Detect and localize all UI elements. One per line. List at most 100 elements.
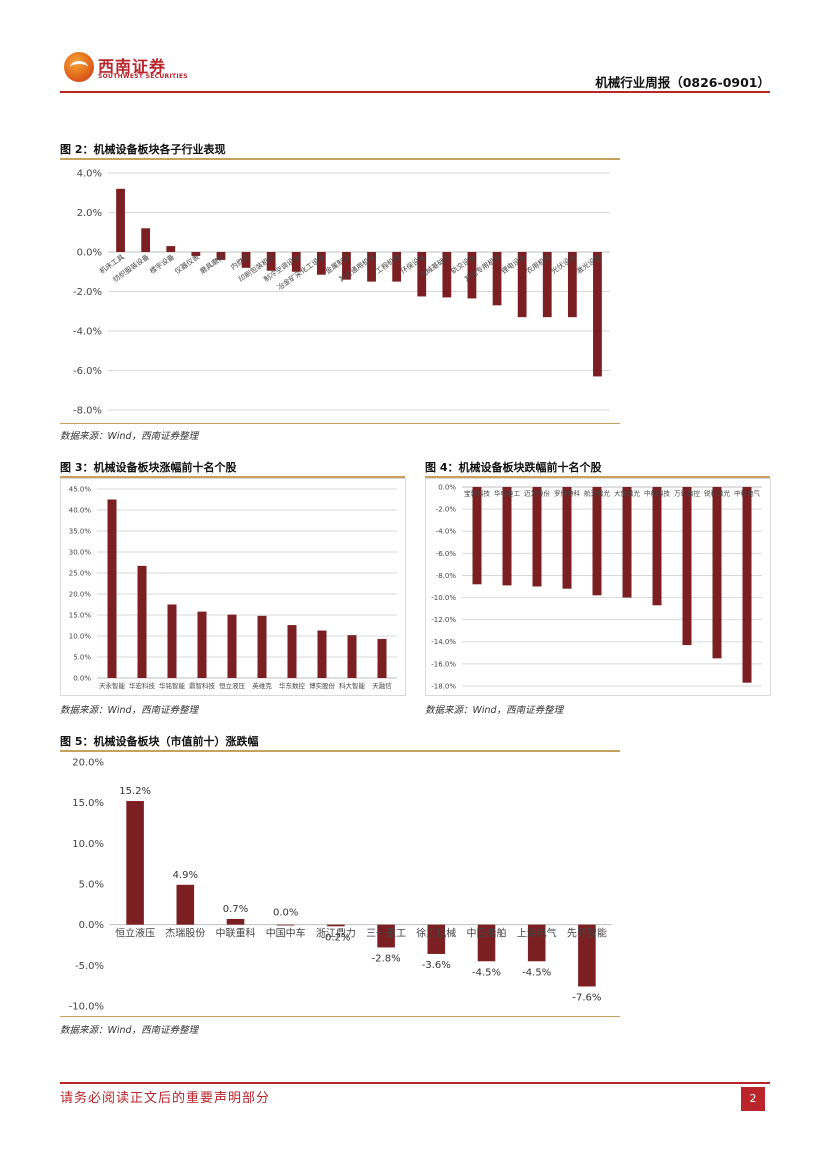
fig3-bar — [257, 615, 267, 678]
fig4-bar — [562, 487, 572, 589]
fig4-ytick-label: -8.0% — [436, 572, 457, 580]
fig2-ytick-label: -6.0% — [73, 366, 102, 377]
fig2-bar — [291, 252, 301, 272]
fig3-category-label: 鼎智科技 — [189, 681, 216, 690]
fig5-ytick-label: -10.0% — [69, 1002, 104, 1013]
fig5-category-label: 中国中车 — [266, 927, 306, 940]
fig5-category-label: 徐工机械 — [416, 927, 456, 940]
page-number: 2 — [741, 1087, 765, 1111]
fig4-source: 数据来源：Wind，西南证券整理 — [425, 705, 564, 716]
fig4-ytick-label: -4.0% — [436, 528, 457, 536]
logo-icon — [64, 52, 94, 82]
fig2-bar — [141, 228, 151, 252]
fig4-bar — [502, 487, 512, 586]
fig4-chart: 0.0% -2.0% -4.0% -6.0% -8.0% -10.0% -12.0% -14.… — [431, 483, 762, 690]
fig4-bar — [742, 487, 752, 683]
footer-divider — [60, 1082, 770, 1084]
fig3-source: 数据来源：Wind，西南证券整理 — [60, 705, 199, 716]
fig3-title-rule — [60, 476, 405, 478]
fig3-bar — [197, 611, 207, 678]
fig3-category-label: 华铭智能 — [159, 681, 186, 690]
fig4-ytick-label: -16.0% — [431, 660, 456, 668]
fig5-category-label: 中联重科 — [216, 927, 256, 940]
fig4-title-rule — [425, 476, 770, 478]
fig5-data-label: -2.8% — [372, 953, 401, 964]
fig3-bar — [227, 614, 237, 678]
fig3-bar — [287, 625, 297, 678]
fig5-ytick-label: 0.0% — [79, 920, 104, 931]
fig5-bar — [578, 924, 596, 987]
fig4-category-label: 大族激光 — [614, 489, 641, 498]
fig5-chart: 20.0% 15.0% 10.0% 5.0% 0.0% -5.0% -10.0% 15.2% 4… — [69, 758, 612, 1013]
fig2-bar — [266, 252, 276, 271]
fig4-bar — [592, 487, 602, 596]
fig3-category-label: 华东数控 — [279, 681, 306, 690]
fig5-data-label: -4.5% — [472, 967, 501, 978]
fig5-bar — [327, 924, 345, 927]
fig5-bottom-rule — [60, 1016, 620, 1017]
fig4-ytick-label: -2.0% — [436, 506, 457, 514]
fig4-bar — [652, 487, 662, 606]
fig3-ytick-label: 25.0% — [69, 569, 92, 577]
fig3-category-label: 科大智能 — [339, 681, 366, 690]
fig5-ytick-label: 10.0% — [72, 839, 104, 850]
fig5-category-label: 恒立液压 — [115, 927, 155, 940]
fig5-category-label: 上海电气 — [517, 927, 557, 940]
fig5-data-label: -0.2% — [321, 932, 350, 943]
fig2-bar — [467, 252, 477, 299]
fig3-bar — [137, 565, 147, 678]
fig3-category-label: 天融信 — [372, 681, 392, 690]
fig3-category-label: 英维克 — [252, 681, 272, 690]
fig3-bar — [377, 638, 387, 678]
fig4-category-label: 罗博特科 — [554, 489, 581, 498]
fig2-bar — [342, 252, 351, 280]
fig2-bar — [392, 252, 402, 282]
header-divider — [60, 91, 770, 93]
fig4-ytick-label: -12.0% — [431, 616, 456, 624]
fig4-ytick-label: -18.0% — [431, 682, 456, 690]
fig2-bar — [417, 252, 427, 297]
fig3-bar — [317, 630, 327, 678]
fig4-ytick-label: -6.0% — [436, 550, 457, 558]
fig3-ytick-label: 30.0% — [69, 548, 92, 556]
fig4-bar — [682, 487, 692, 646]
fig4-ytick-label: -14.0% — [431, 638, 456, 646]
fig5-data-label: -4.5% — [522, 967, 551, 978]
fig5-category-label: 先导智能 — [567, 927, 607, 940]
fig2-title: 图 2：机械设备板块各子行业表现 — [60, 143, 226, 156]
fig5-ytick-label: 5.0% — [79, 880, 104, 891]
fig3-category-label: 华宏科技 — [129, 681, 156, 690]
fig4-ytick-label: 0.0% — [438, 483, 456, 491]
report-title: 机械行业周报（0826-0901） — [595, 75, 770, 90]
fig2-source: 数据来源：Wind，西南证券整理 — [60, 431, 199, 442]
fig3-bar — [347, 635, 357, 678]
fig5-bar — [176, 884, 195, 925]
fig5-data-label: -3.6% — [422, 960, 451, 971]
fig2-ytick-label: 2.0% — [77, 208, 102, 219]
fig2-bar — [216, 252, 226, 260]
fig2-bar — [492, 252, 502, 306]
fig5-bar — [477, 924, 496, 962]
fig5-data-label: -7.6% — [572, 992, 601, 1003]
fig2-ytick-label: -2.0% — [73, 287, 102, 298]
fig5-category-label: 三一重工 — [366, 927, 406, 940]
fig3-frame: 45.0% 40.0% 35.0% 30.0% 25.0% 20.0% 15.0% 10.0%… — [60, 478, 406, 696]
fig3-ytick-label: 10.0% — [69, 632, 92, 640]
fig4-title: 图 4：机械设备板块跌幅前十名个股 — [425, 461, 602, 474]
fig3-ytick-label: 20.0% — [69, 590, 92, 598]
fig2-bar — [517, 252, 527, 318]
fig5-data-label: 0.0% — [273, 908, 298, 919]
fig3-chart: 45.0% 40.0% 35.0% 30.0% 25.0% 20.0% 15.0% 10.0%… — [69, 485, 397, 690]
fig2-bar — [316, 252, 326, 275]
fig2-title-rule — [60, 158, 620, 160]
fig2-ytick-label: 4.0% — [77, 169, 102, 180]
fig4-category-label: 万讯自控 — [674, 489, 701, 498]
fig4-category-label: 锐科激光 — [704, 489, 731, 498]
fig5-bar — [527, 924, 546, 962]
fig3-bar — [107, 499, 117, 678]
fig4-bar — [472, 487, 482, 585]
fig3-category-label: 恒立液压 — [219, 681, 246, 690]
fig5-title-rule — [60, 750, 620, 752]
fig5-bar — [427, 924, 446, 954]
fig4-bar — [712, 487, 722, 659]
